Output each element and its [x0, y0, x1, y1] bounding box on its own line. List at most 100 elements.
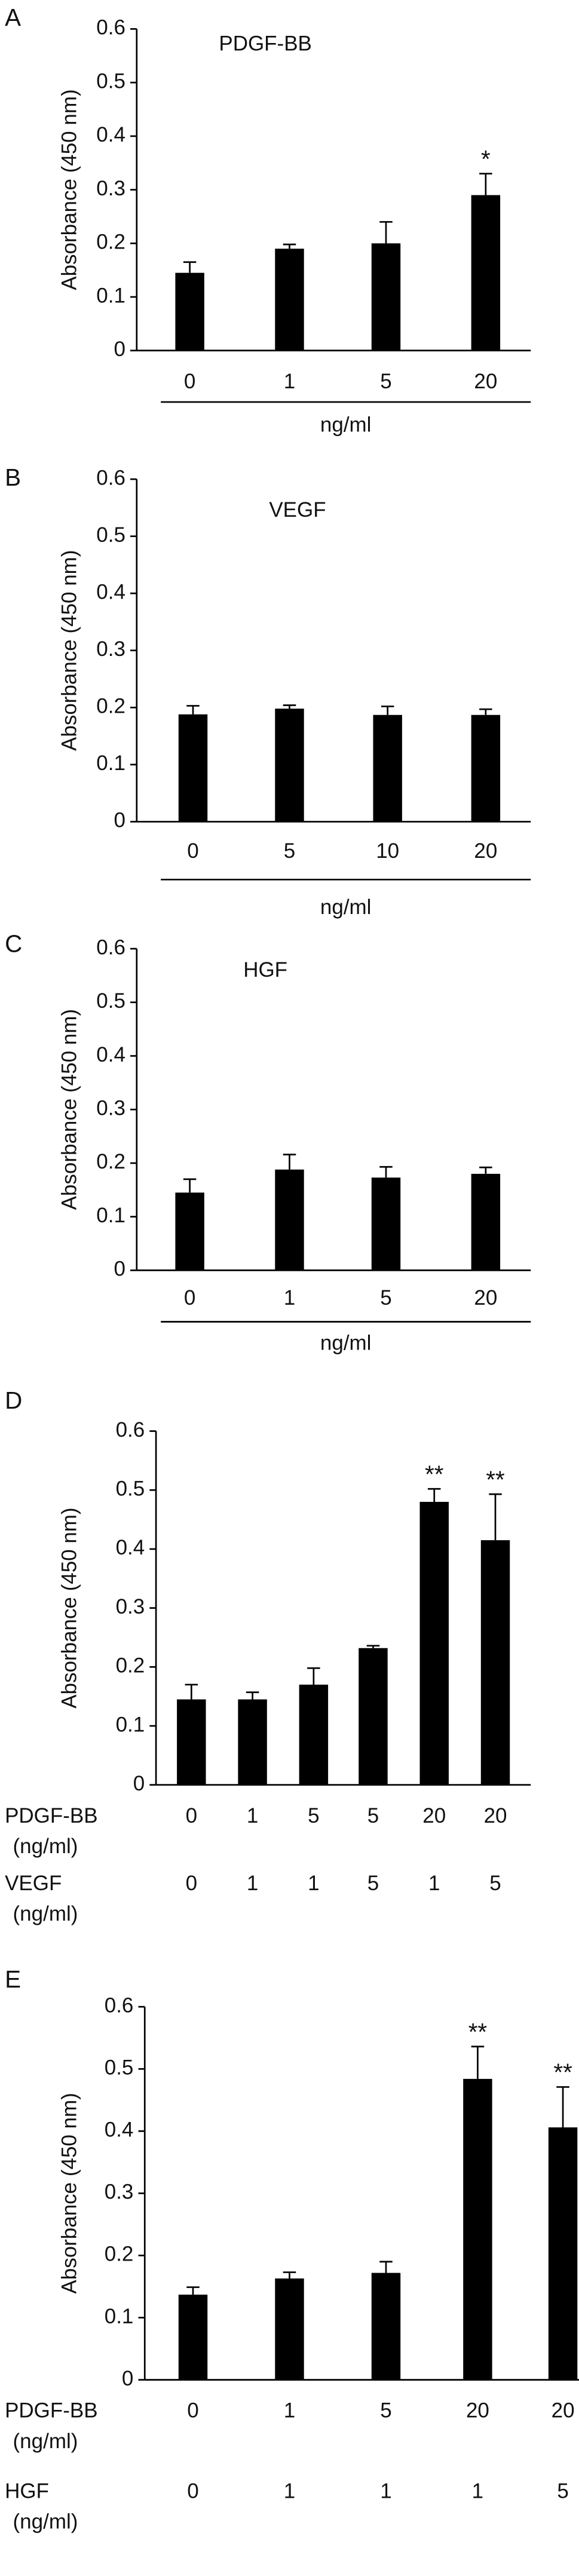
significance-mark: ** [553, 2059, 572, 2086]
significance-mark: * [481, 145, 491, 173]
y-tick-label: 0.5 [96, 523, 125, 547]
x-tick-label: 5 [284, 839, 295, 863]
chart-title: HGF [243, 958, 287, 982]
y-tick-label: 0.1 [96, 752, 125, 775]
bar [178, 714, 208, 822]
y-tick-label: 0.3 [105, 2181, 134, 2204]
x-tick-label: 1 [284, 1286, 295, 1310]
x-tick-label: 5 [489, 1872, 501, 1895]
x-tick-label: 1 [247, 1872, 258, 1895]
x-tick-label: 20 [422, 1804, 446, 1827]
y-tick-label: 0 [114, 809, 125, 832]
panel-label: E [5, 1965, 21, 1993]
y-tick-label: 0 [114, 1258, 125, 1281]
x-tick-label: 20 [474, 839, 497, 863]
y-tick-label: 0.5 [116, 1477, 145, 1500]
y-tick-label: 0.4 [96, 580, 125, 603]
y-tick-label: 0.6 [96, 936, 125, 959]
y-tick-label: 0.2 [96, 231, 125, 254]
bar [471, 714, 501, 822]
x-axis-label: ng/ml [320, 1331, 372, 1354]
x-tick-label: 5 [557, 2479, 568, 2503]
bar [275, 249, 304, 351]
row-unit: (ng/ml) [13, 2510, 78, 2533]
bar [371, 243, 401, 351]
y-tick-label: 0.6 [96, 16, 125, 39]
chart-title: PDGF-BB [219, 32, 312, 56]
y-tick-label: 0.4 [105, 2118, 134, 2142]
y-tick-label: 0.2 [96, 1150, 125, 1173]
bar [463, 2078, 492, 2380]
y-axis-label: Absorbance (450 nm) [58, 89, 81, 290]
row-unit: (ng/ml) [13, 1902, 78, 1925]
bar [359, 1648, 388, 1785]
panel-label: D [5, 1387, 22, 1414]
x-axis-label: ng/ml [320, 413, 372, 437]
x-tick-label: 1 [284, 2399, 295, 2422]
row-unit: (ng/ml) [13, 2430, 78, 2453]
y-tick-label: 0.3 [96, 177, 125, 200]
x-tick-label: 5 [380, 370, 391, 393]
x-tick-label: 20 [474, 1286, 497, 1310]
x-tick-label: 0 [186, 1872, 197, 1895]
panel-label: C [5, 930, 22, 957]
row-label: PDGF-BB [5, 1804, 98, 1827]
x-tick-label: 0 [187, 2399, 198, 2422]
x-tick-label: 5 [367, 1804, 379, 1827]
bar [471, 195, 501, 351]
x-tick-label: 0 [184, 370, 195, 393]
row-label: HGF [5, 2479, 49, 2503]
x-tick-label: 0 [187, 839, 198, 863]
x-tick-label: 1 [472, 2479, 483, 2503]
y-tick-label: 0.2 [116, 1654, 145, 1678]
x-tick-label: 20 [484, 1804, 507, 1827]
y-tick-label: 0.3 [116, 1595, 145, 1618]
bar [238, 1699, 267, 1785]
y-tick-label: 0.2 [105, 2243, 134, 2266]
y-tick-label: 0.1 [96, 1204, 125, 1227]
x-tick-label: 1 [284, 2479, 295, 2503]
row-label: PDGF-BB [5, 2399, 98, 2422]
y-tick-label: 0 [133, 1772, 145, 1795]
y-axis-label: Absorbance (450 nm) [58, 2093, 81, 2293]
bar [371, 2273, 401, 2380]
significance-mark: ** [486, 1465, 505, 1493]
x-tick-label: 0 [186, 1804, 197, 1827]
x-tick-label: 0 [184, 1286, 195, 1310]
bar [275, 709, 304, 822]
x-axis-label: ng/ml [320, 896, 372, 919]
y-tick-label: 0.6 [116, 1418, 145, 1442]
x-tick-label: 1 [247, 1804, 258, 1827]
row-unit: (ng/ml) [13, 1835, 78, 1858]
x-tick-label: 5 [380, 1286, 391, 1310]
x-tick-label: 20 [466, 2399, 489, 2422]
x-tick-label: 20 [552, 2399, 575, 2422]
bar [178, 2295, 208, 2380]
panel-label: B [5, 464, 21, 491]
bar [480, 1540, 510, 1785]
x-tick-label: 1 [428, 1872, 440, 1895]
y-tick-label: 0 [122, 2367, 133, 2390]
bar [275, 2278, 304, 2380]
row-label: VEGF [5, 1872, 62, 1895]
y-tick-label: 0.1 [96, 284, 125, 307]
y-axis-label: Absorbance (450 nm) [58, 1507, 81, 1708]
y-tick-label: 0.5 [96, 69, 125, 93]
x-tick-label: 5 [380, 2399, 391, 2422]
bar [471, 1173, 501, 1271]
bar [275, 1169, 304, 1271]
y-tick-label: 0.4 [96, 1043, 125, 1066]
x-tick-label: 0 [187, 2479, 198, 2503]
x-tick-label: 5 [308, 1804, 319, 1827]
x-tick-label: 1 [380, 2479, 391, 2503]
y-tick-label: 0.3 [96, 1096, 125, 1120]
chart-title: VEGF [269, 498, 326, 522]
y-axis-label: Absorbance (450 nm) [58, 1009, 81, 1210]
y-tick-label: 0.4 [96, 123, 125, 146]
y-tick-label: 0.3 [96, 637, 125, 661]
bar [373, 714, 402, 822]
significance-mark: ** [425, 1460, 444, 1488]
y-tick-label: 0.6 [96, 466, 125, 489]
